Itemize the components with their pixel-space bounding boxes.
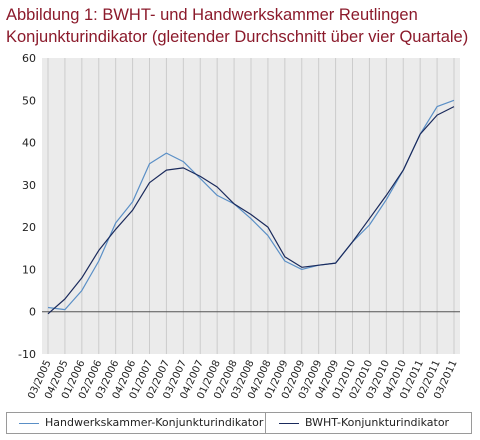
line-chart: -10010203040506003/200504/200501/200602/…	[18, 52, 460, 401]
y-tick-label: -10	[18, 348, 36, 361]
chart-title-line-2: Konjunkturindikator (gleitender Durchsch…	[6, 28, 469, 46]
bwht-line	[47, 106, 455, 315]
y-tick-label: 20	[22, 221, 36, 234]
legend-item-bwht: BWHT-Konjunkturindikator	[279, 413, 449, 433]
series-lines	[47, 99, 455, 315]
legend-swatch-bwht	[279, 422, 299, 424]
y-tick-label: 60	[22, 52, 36, 65]
legend-divider	[265, 413, 266, 433]
legend-swatch-handwerkskammer	[19, 422, 39, 424]
chart-title-line-1: Abbildung 1: BWHT- und Handwerkskammer R…	[6, 6, 418, 24]
y-tick-label: 10	[22, 263, 36, 276]
y-tick-label: 0	[29, 306, 36, 319]
handwerkskammer-line	[47, 99, 455, 311]
y-tick-label: 50	[22, 94, 36, 107]
legend: Handwerkskammer-Konjunkturindikator BWHT…	[6, 412, 472, 434]
legend-label-handwerkskammer: Handwerkskammer-Konjunkturindikator	[45, 416, 264, 429]
legend-item-handwerkskammer: Handwerkskammer-Konjunkturindikator	[19, 413, 263, 433]
y-tick-label: 40	[22, 137, 36, 150]
legend-label-bwht: BWHT-Konjunkturindikator	[305, 416, 450, 429]
y-tick-label: 30	[22, 179, 36, 192]
grid-lines	[47, 58, 455, 354]
chart-title: Abbildung 1: BWHT- und Handwerkskammer R…	[6, 4, 476, 48]
